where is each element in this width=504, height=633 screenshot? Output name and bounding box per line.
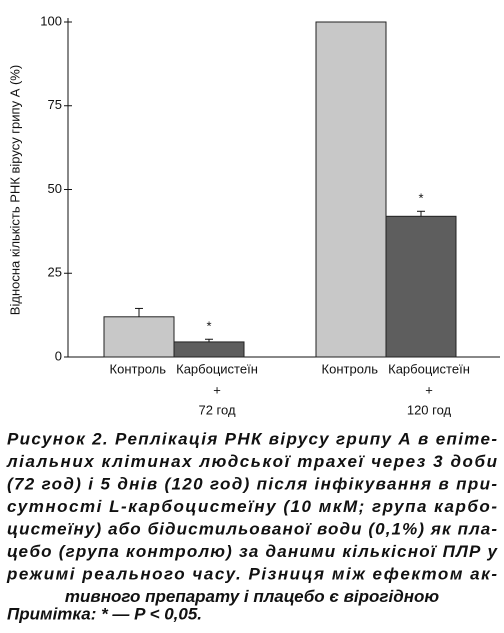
bar xyxy=(315,21,387,358)
y-tick-label: 100 xyxy=(40,13,62,28)
connector: + xyxy=(425,382,433,397)
connector: + xyxy=(213,382,221,397)
caption-line: сутності L-карбоцистеїну (10 мкМ; група … xyxy=(7,497,497,516)
y-tick-label: 25 xyxy=(48,265,62,280)
bar-label: Контроль xyxy=(322,361,379,376)
bar xyxy=(385,215,457,358)
group-label: 72 год xyxy=(198,402,235,417)
note: Примітка: * — P < 0,05. xyxy=(7,604,202,623)
bar-label: Карбоцистеїн xyxy=(176,361,258,376)
bar-label: Карбоцистеїн xyxy=(388,361,470,376)
caption-line: режимі реального часу. Різниця між ефект… xyxy=(6,564,497,583)
bar xyxy=(173,341,245,358)
group-label: 120 год xyxy=(407,402,452,417)
caption-line: тивного препарату і плацебо є вірогідною xyxy=(65,587,439,606)
significance: * xyxy=(206,319,211,334)
caption-line: цистеїну) або бідистильованої води (0,1%… xyxy=(7,519,497,538)
y-tick-label: 75 xyxy=(48,97,62,112)
caption-line: Рисунок 2. Реплікація РНК вірусу грипу А… xyxy=(7,429,497,448)
caption-line: ліальних клітинах людської трахеї через … xyxy=(6,452,498,471)
bar xyxy=(103,316,175,358)
significance: * xyxy=(418,191,423,206)
y-tick-label: 0 xyxy=(55,348,62,363)
caption-line: цебо (група контролю) за даними кількісн… xyxy=(7,542,499,561)
y-axis-label: Відносна кількість РНК вірусу грипу А (%… xyxy=(7,65,22,315)
y-tick-label: 50 xyxy=(48,181,62,196)
caption-line: (72 год) і 5 днів (120 год) після інфіку… xyxy=(7,474,497,493)
bar-label: Контроль xyxy=(110,361,167,376)
